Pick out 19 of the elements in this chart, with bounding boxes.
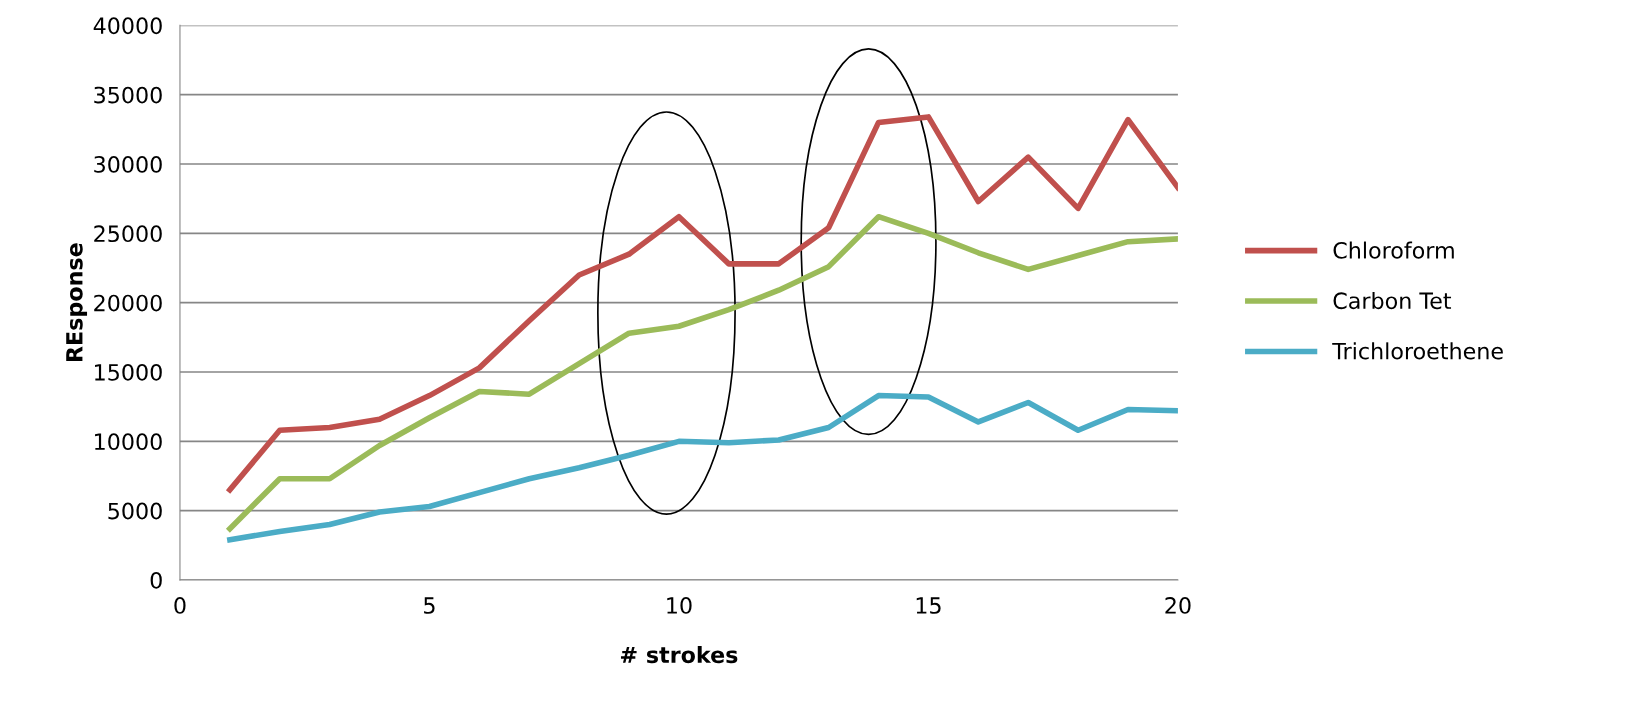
legend-label: Trichloroethene [1332, 342, 1503, 360]
x-tick-label: 5 [424, 597, 435, 614]
x-tick-label: 10 [667, 597, 692, 614]
x-tick-label: 15 [916, 597, 941, 614]
y-tick-label: 25000 [94, 225, 162, 243]
y-tick-label: 15000 [95, 363, 162, 381]
x-tick-label: 0 [174, 597, 186, 614]
y-tick-label: 5000 [108, 502, 162, 520]
y-axis-title: REsponse [66, 243, 88, 362]
y-tick-label: 20000 [94, 294, 162, 312]
x-axis-title: # strokes [620, 645, 738, 664]
y-tick-label: 40000 [93, 17, 162, 35]
legend-label: Carbon Tet [1333, 291, 1452, 310]
x-tick-label: 20 [1165, 597, 1191, 614]
y-tick-label: 10000 [95, 433, 162, 451]
y-tick-label: 35000 [94, 86, 162, 104]
y-tick-label: 30000 [94, 155, 162, 173]
y-tick-label: 0 [150, 571, 162, 589]
legend-label: Chloroform [1333, 241, 1454, 259]
